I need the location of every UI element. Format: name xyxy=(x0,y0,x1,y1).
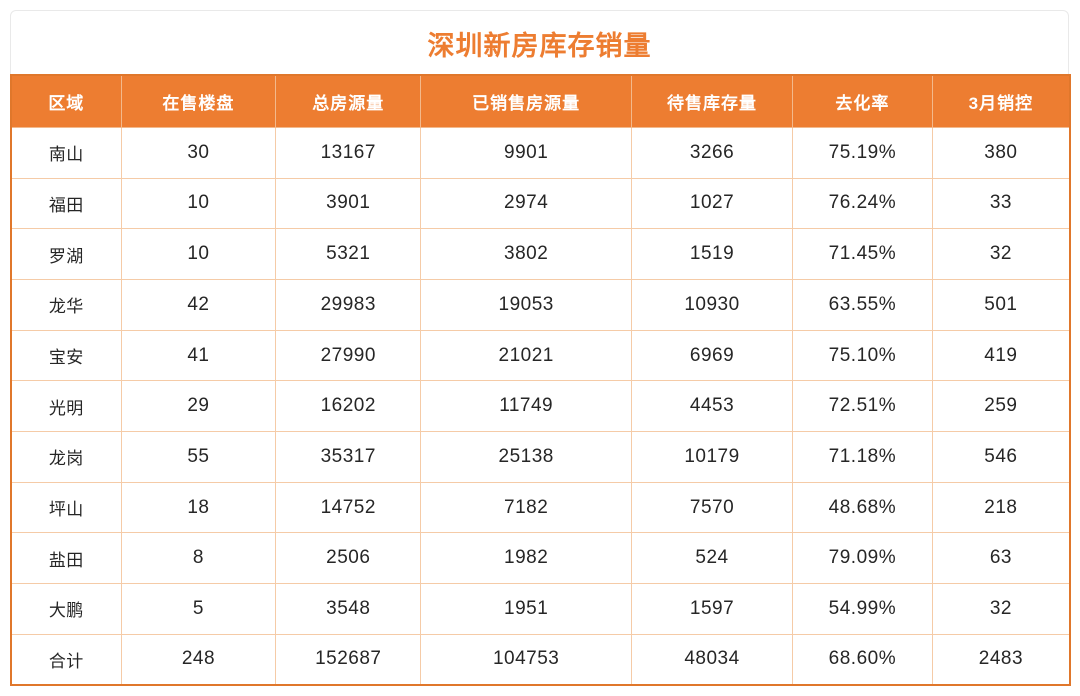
value-cell: 29983 xyxy=(275,279,422,331)
table-row: 龙岗 55 35317 25138 10179 71.18% 546 xyxy=(10,431,1071,483)
value-cell: 2974 xyxy=(420,177,633,230)
region-cell: 大鹏 xyxy=(10,583,122,635)
value-cell: 27990 xyxy=(275,329,422,382)
value-cell: 501 xyxy=(931,279,1071,331)
value-cell: 75.19% xyxy=(792,126,933,179)
value-cell: 10 xyxy=(120,177,277,230)
value-cell: 10930 xyxy=(631,279,793,331)
value-cell: 35317 xyxy=(275,431,422,483)
value-cell: 1519 xyxy=(631,228,793,280)
value-cell: 63.55% xyxy=(792,279,933,331)
value-cell: 3901 xyxy=(275,177,422,230)
value-cell: 248 xyxy=(120,633,277,686)
value-cell: 1951 xyxy=(420,583,633,635)
column-header: 已销售房源量 xyxy=(420,75,633,128)
table-row: 大鹏 5 3548 1951 1597 54.99% 32 xyxy=(10,583,1071,635)
value-cell: 42 xyxy=(120,279,277,331)
value-cell: 3802 xyxy=(420,228,633,280)
value-cell: 16202 xyxy=(275,380,422,433)
value-cell: 55 xyxy=(120,431,277,483)
value-cell: 76.24% xyxy=(792,177,933,230)
value-cell: 259 xyxy=(931,380,1071,433)
value-cell: 30 xyxy=(120,126,277,179)
value-cell: 6969 xyxy=(631,329,793,382)
value-cell: 7182 xyxy=(420,481,633,534)
value-cell: 546 xyxy=(931,431,1071,483)
region-cell: 福田 xyxy=(10,177,122,230)
value-cell: 524 xyxy=(631,532,793,585)
value-cell: 7570 xyxy=(631,481,793,534)
value-cell: 218 xyxy=(931,481,1071,534)
value-cell: 25138 xyxy=(420,431,633,483)
page-title: 深圳新房库存销量 xyxy=(427,30,652,61)
region-cell: 龙岗 xyxy=(10,431,122,483)
value-cell: 1982 xyxy=(420,532,633,585)
value-cell: 48.68% xyxy=(792,481,933,534)
value-cell: 10179 xyxy=(631,431,793,483)
region-cell: 龙华 xyxy=(10,279,122,331)
value-cell: 33 xyxy=(931,177,1071,230)
table-row: 坪山 18 14752 7182 7570 48.68% 218 xyxy=(10,481,1071,534)
value-cell: 9901 xyxy=(420,126,633,179)
report-card: 深圳新房库存销量 区域 在售楼盘 总房源量 已销售房源量 待售库存量 去化率 3月销控 南山… xyxy=(10,10,1071,686)
value-cell: 5321 xyxy=(275,228,422,280)
table-row-total: 合计 248 152687 104753 48034 68.60% 2483 xyxy=(10,633,1071,686)
value-cell: 13167 xyxy=(275,126,422,179)
value-cell: 3266 xyxy=(631,126,793,179)
value-cell: 54.99% xyxy=(792,583,933,635)
value-cell: 380 xyxy=(931,126,1071,179)
value-cell: 71.18% xyxy=(792,431,933,483)
column-header: 去化率 xyxy=(792,75,933,128)
region-cell: 光明 xyxy=(10,380,122,433)
value-cell: 1597 xyxy=(631,583,793,635)
column-header: 总房源量 xyxy=(275,75,422,128)
region-cell: 南山 xyxy=(10,126,122,179)
value-cell: 19053 xyxy=(420,279,633,331)
column-header: 3月销控 xyxy=(931,75,1071,128)
value-cell: 32 xyxy=(931,228,1071,280)
column-header: 区域 xyxy=(10,75,122,128)
region-cell: 罗湖 xyxy=(10,228,122,280)
value-cell: 71.45% xyxy=(792,228,933,280)
inventory-sales-table: 区域 在售楼盘 总房源量 已销售房源量 待售库存量 去化率 3月销控 南山 30 13167 99… xyxy=(10,74,1071,686)
table-row: 盐田 8 2506 1982 524 79.09% 63 xyxy=(10,532,1071,585)
value-cell: 2506 xyxy=(275,532,422,585)
value-cell: 5 xyxy=(120,583,277,635)
value-cell: 3548 xyxy=(275,583,422,635)
value-cell: 21021 xyxy=(420,329,633,382)
table-row: 南山 30 13167 9901 3266 75.19% 380 xyxy=(10,126,1071,179)
value-cell: 152687 xyxy=(275,633,422,686)
value-cell: 29 xyxy=(120,380,277,433)
value-cell: 72.51% xyxy=(792,380,933,433)
region-cell: 坪山 xyxy=(10,481,122,534)
value-cell: 48034 xyxy=(631,633,793,686)
column-header: 在售楼盘 xyxy=(120,75,277,128)
region-cell: 盐田 xyxy=(10,532,122,585)
table-row: 罗湖 10 5321 3802 1519 71.45% 32 xyxy=(10,228,1071,280)
table-row: 福田 10 3901 2974 1027 76.24% 33 xyxy=(10,177,1071,230)
region-cell: 宝安 xyxy=(10,329,122,382)
value-cell: 63 xyxy=(931,532,1071,585)
column-header: 待售库存量 xyxy=(631,75,793,128)
value-cell: 8 xyxy=(120,532,277,585)
value-cell: 79.09% xyxy=(792,532,933,585)
value-cell: 18 xyxy=(120,481,277,534)
value-cell: 419 xyxy=(931,329,1071,382)
table-row: 光明 29 16202 11749 4453 72.51% 259 xyxy=(10,380,1071,433)
value-cell: 75.10% xyxy=(792,329,933,382)
value-cell: 4453 xyxy=(631,380,793,433)
region-cell: 合计 xyxy=(10,633,122,686)
table-header-row: 区域 在售楼盘 总房源量 已销售房源量 待售库存量 去化率 3月销控 xyxy=(10,75,1071,128)
table-row: 宝安 41 27990 21021 6969 75.10% 419 xyxy=(10,329,1071,382)
value-cell: 10 xyxy=(120,228,277,280)
value-cell: 11749 xyxy=(420,380,633,433)
table-row: 龙华 42 29983 19053 10930 63.55% 501 xyxy=(10,279,1071,331)
value-cell: 2483 xyxy=(931,633,1071,686)
value-cell: 68.60% xyxy=(792,633,933,686)
value-cell: 32 xyxy=(931,583,1071,635)
value-cell: 14752 xyxy=(275,481,422,534)
value-cell: 1027 xyxy=(631,177,793,230)
value-cell: 41 xyxy=(120,329,277,382)
value-cell: 104753 xyxy=(420,633,633,686)
